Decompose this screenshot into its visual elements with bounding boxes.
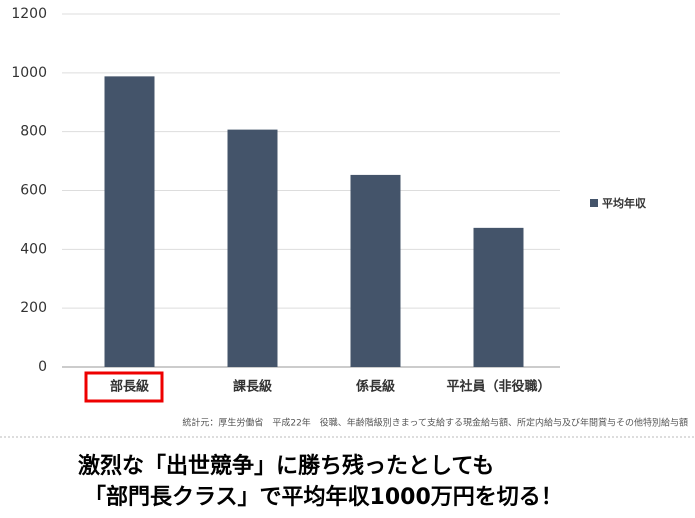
- y-tick-label: 200: [20, 300, 47, 316]
- bar: [104, 76, 155, 367]
- headline: 激烈な「出世競争」に勝ち残ったとしても: [78, 453, 494, 479]
- x-tick-label: 課長級: [233, 379, 272, 395]
- legend-swatch: [590, 199, 598, 207]
- y-tick-label: 600: [20, 183, 47, 199]
- y-tick-label: 400: [20, 241, 47, 257]
- x-tick-label: 係長級: [356, 379, 395, 395]
- y-tick-label: 1200: [11, 6, 47, 22]
- y-tick-label: 800: [20, 124, 47, 140]
- headline: 「部門長クラス」で平均年収1000万円を切る！: [84, 484, 563, 510]
- y-tick-label: 0: [38, 359, 47, 375]
- x-tick-label: 平社員（非役職）: [446, 379, 550, 395]
- x-tick-label: 部長級: [110, 379, 149, 395]
- y-tick-label: 1000: [11, 65, 47, 81]
- source-note: 統計元：厚生労働省 平成22年 役職、年齢階級別きまって支給する現金給与額、所定…: [182, 417, 688, 429]
- bar: [350, 174, 401, 367]
- bar: [473, 227, 524, 367]
- highlight-box: [84, 371, 164, 403]
- legend-label: 平均年収: [602, 196, 647, 210]
- bar: [227, 129, 278, 367]
